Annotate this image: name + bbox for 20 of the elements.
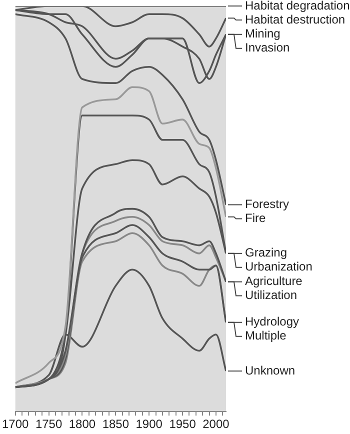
series-label: Habitat degradation	[245, 0, 350, 12]
series-label: Fire	[245, 211, 266, 226]
series-label: Invasion	[245, 40, 290, 55]
series-label: Unknown	[245, 363, 296, 378]
x-tick-label: 1950	[169, 417, 196, 432]
series-label: Habitat destruction	[245, 12, 346, 26]
series-label: Utilization	[245, 288, 298, 302]
series-label: Urbanization	[245, 260, 312, 274]
x-tick-label: 2000	[202, 417, 230, 432]
x-tick-label: 1700	[2, 417, 30, 432]
series-label: Agriculture	[245, 274, 303, 288]
series-label: Forestry	[245, 197, 290, 212]
x-tick-label: 1800	[68, 417, 96, 432]
series-label: Mining	[245, 26, 280, 41]
series-label: Hydrology	[245, 314, 300, 329]
series-label: Grazing	[245, 246, 288, 260]
x-tick-label: 1900	[136, 417, 163, 432]
series-label: Multiple	[245, 328, 287, 343]
x-tick-label: 1850	[102, 417, 130, 432]
x-tick-label: 1750	[35, 417, 62, 432]
